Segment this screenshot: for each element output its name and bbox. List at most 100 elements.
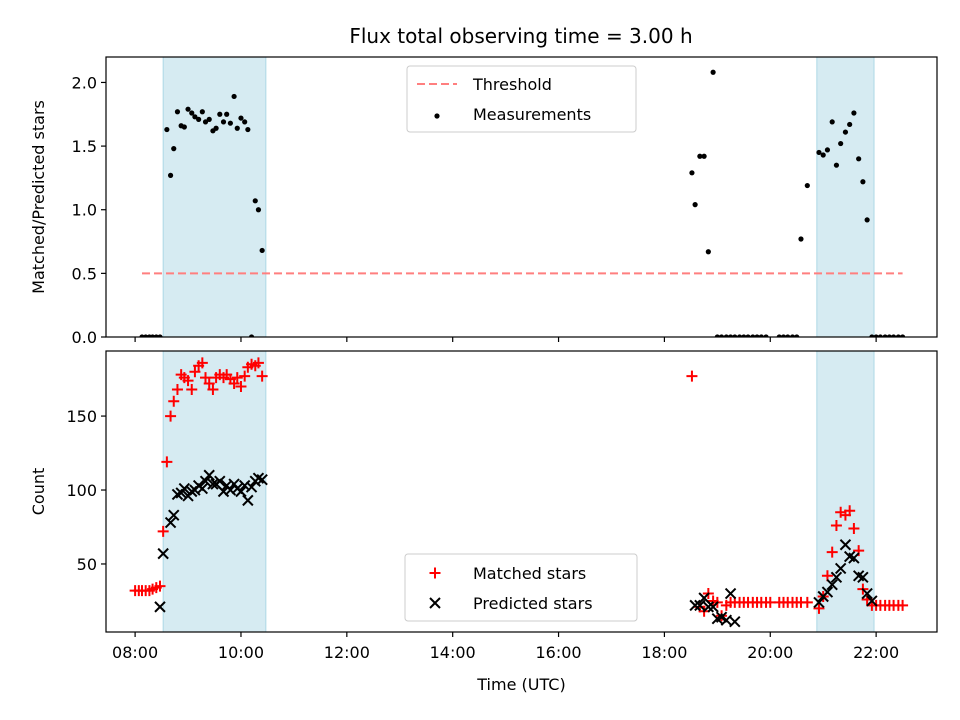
y-axis-label: Matched/Predicted stars bbox=[29, 100, 48, 294]
measurement-point bbox=[245, 126, 251, 133]
measurement-point bbox=[206, 116, 212, 122]
measurement-point bbox=[754, 334, 760, 337]
matched-stars-point bbox=[196, 357, 208, 369]
y-axis-label: Count bbox=[29, 468, 48, 516]
matched-stars-point bbox=[203, 378, 215, 390]
matched-stars-point bbox=[182, 375, 194, 387]
predicted-stars-point bbox=[830, 571, 843, 583]
measurement-point bbox=[732, 334, 738, 337]
matched-stars-point bbox=[231, 372, 243, 384]
star-count-panel: 50 100 150 08:00 10:00 12:00 14:00 16:00 18:00 20… bbox=[29, 350, 938, 694]
measurement-point bbox=[886, 334, 892, 337]
matched-stars-point bbox=[801, 596, 813, 608]
axes-frame bbox=[105, 350, 938, 633]
measurement-point bbox=[785, 334, 791, 337]
measurement-point bbox=[789, 334, 796, 337]
legend-predicted-swatch bbox=[429, 597, 441, 609]
predicted-stars-point bbox=[203, 469, 215, 481]
measurement-point bbox=[864, 217, 870, 223]
predicted-stars-point bbox=[707, 601, 719, 613]
matched-stars-point bbox=[168, 395, 180, 407]
measurement-point bbox=[248, 334, 255, 337]
measurement-point bbox=[824, 147, 831, 153]
predicted-stars-point bbox=[164, 516, 177, 529]
y-tick-label: 0.0 bbox=[72, 328, 97, 347]
predicted-stars-point bbox=[866, 595, 878, 607]
matched-stars-point bbox=[826, 546, 838, 558]
measurement-point bbox=[829, 119, 835, 125]
measurement-point bbox=[763, 334, 769, 337]
axes-frame bbox=[105, 56, 938, 338]
measurement-point bbox=[833, 162, 840, 168]
x-tick-label: 18:00 bbox=[641, 643, 687, 662]
measurement-point bbox=[689, 170, 695, 176]
measurement-point bbox=[234, 125, 240, 131]
observing-window-span bbox=[816, 56, 875, 338]
x-tick-label: 12:00 bbox=[324, 643, 370, 662]
y-tick-label: 50 bbox=[77, 555, 97, 574]
matched-stars-point bbox=[830, 520, 842, 532]
observing-window-span bbox=[162, 56, 267, 338]
measurement-point bbox=[171, 146, 177, 152]
measurement-point bbox=[202, 119, 209, 125]
measurement-point bbox=[758, 334, 764, 337]
predicted-stars-point bbox=[689, 599, 701, 612]
matched-stars-point bbox=[235, 380, 247, 392]
measurement-point bbox=[164, 126, 170, 133]
x-axis-label: Time (UTC) bbox=[476, 675, 565, 694]
x-tick-label: 14:00 bbox=[430, 643, 476, 662]
matched-stars-point bbox=[157, 525, 169, 537]
y-tick-label: 100 bbox=[66, 481, 97, 500]
predicted-stars-point bbox=[702, 601, 715, 613]
measurement-point bbox=[745, 334, 751, 337]
predicted-stars-point bbox=[826, 578, 838, 591]
predicted-stars-point bbox=[839, 539, 852, 551]
measurement-point bbox=[199, 109, 205, 115]
matched-stars-point bbox=[200, 372, 212, 384]
measurement-point bbox=[895, 334, 901, 337]
measurement-point bbox=[851, 110, 857, 116]
measurement-point bbox=[259, 247, 265, 254]
matched-stars-point bbox=[686, 370, 698, 382]
predicted-stars-point bbox=[724, 587, 737, 600]
measurement-point bbox=[217, 111, 223, 117]
measurement-point bbox=[856, 156, 862, 162]
predicted-stars-point bbox=[157, 547, 169, 560]
measurement-point bbox=[776, 334, 782, 337]
y-tick-label: 0.5 bbox=[72, 264, 97, 283]
matched-stars-point bbox=[165, 410, 177, 422]
matched-stars-point bbox=[207, 383, 219, 395]
x-tick-label: 10:00 bbox=[218, 643, 264, 662]
legend-matched-label: Matched stars bbox=[473, 564, 586, 583]
plot-area bbox=[129, 357, 909, 628]
y-tick-label: 1.0 bbox=[72, 201, 97, 220]
measurement-point bbox=[705, 249, 711, 255]
measurement-point bbox=[242, 119, 248, 125]
measurement-point bbox=[804, 182, 810, 189]
predicted-stars-point bbox=[861, 587, 873, 600]
measurement-point bbox=[714, 334, 720, 337]
measurement-point bbox=[189, 110, 195, 116]
legend: Threshold Measurements bbox=[406, 65, 637, 133]
legend-predicted-label: Predicted stars bbox=[473, 594, 593, 613]
measurement-point bbox=[838, 140, 844, 147]
matched-stars-point bbox=[154, 580, 166, 592]
measurement-point bbox=[220, 119, 227, 125]
measurement-point bbox=[877, 334, 883, 337]
matched-stars-point bbox=[848, 522, 860, 534]
measurement-point bbox=[167, 172, 174, 178]
measurement-point bbox=[794, 334, 800, 337]
predicted-stars-point bbox=[178, 482, 191, 495]
measurement-point bbox=[750, 334, 756, 337]
predicted-stars-point bbox=[834, 562, 847, 575]
predicted-stars-point bbox=[245, 481, 258, 493]
y-tick-label: 150 bbox=[66, 407, 97, 426]
measurement-point bbox=[157, 334, 163, 337]
measurement-point bbox=[238, 115, 244, 121]
measurement-point bbox=[723, 334, 729, 337]
plot-area bbox=[139, 69, 906, 337]
measurement-point bbox=[847, 121, 853, 128]
measurement-point bbox=[780, 334, 787, 337]
predicted-stars-point bbox=[235, 485, 247, 498]
predicted-stars-point bbox=[698, 592, 710, 604]
